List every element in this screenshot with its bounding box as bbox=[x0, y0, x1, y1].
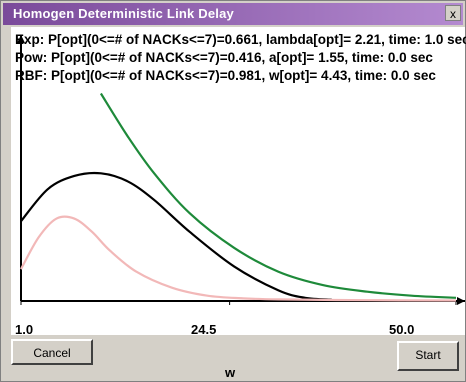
start-button-label: Start bbox=[415, 348, 441, 362]
series-pow-curve bbox=[20, 215, 457, 302]
series-rbf-curve bbox=[20, 171, 332, 301]
result-exp: Exp: P[opt](0<=# of NACKs<=7)=0.661, lam… bbox=[15, 32, 466, 47]
plot-area: Exp: P[opt](0<=# of NACKs<=7)=0.661, lam… bbox=[11, 27, 466, 335]
window-title: Homogen Deterministic Link Delay bbox=[13, 6, 234, 21]
series-exp-curve bbox=[99, 92, 457, 299]
result-pow: Pow: P[opt](0<=# of NACKs<=7)=0.416, a[o… bbox=[15, 50, 433, 65]
y-axis-arrow bbox=[17, 35, 25, 43]
x-tick-label: 50.0 bbox=[389, 322, 415, 337]
cancel-button[interactable]: Cancel bbox=[11, 339, 93, 365]
start-button[interactable]: Start bbox=[397, 341, 459, 371]
cancel-button-label: Cancel bbox=[33, 346, 71, 360]
x-tick-label: 1.0 bbox=[15, 322, 34, 337]
close-button[interactable]: x bbox=[445, 5, 461, 21]
result-rbf: RBF: P[opt](0<=# of NACKs<=7)=0.981, w[o… bbox=[15, 68, 436, 83]
x-axis-label: w bbox=[225, 365, 236, 380]
results-panel: Exp: P[opt](0<=# of NACKs<=7)=0.661, lam… bbox=[15, 31, 466, 85]
x-tick-label: 24.5 bbox=[191, 322, 217, 337]
chart bbox=[17, 35, 465, 305]
x-axis-arrow bbox=[457, 297, 465, 305]
title-bar: Homogen Deterministic Link Delay x bbox=[3, 3, 463, 25]
